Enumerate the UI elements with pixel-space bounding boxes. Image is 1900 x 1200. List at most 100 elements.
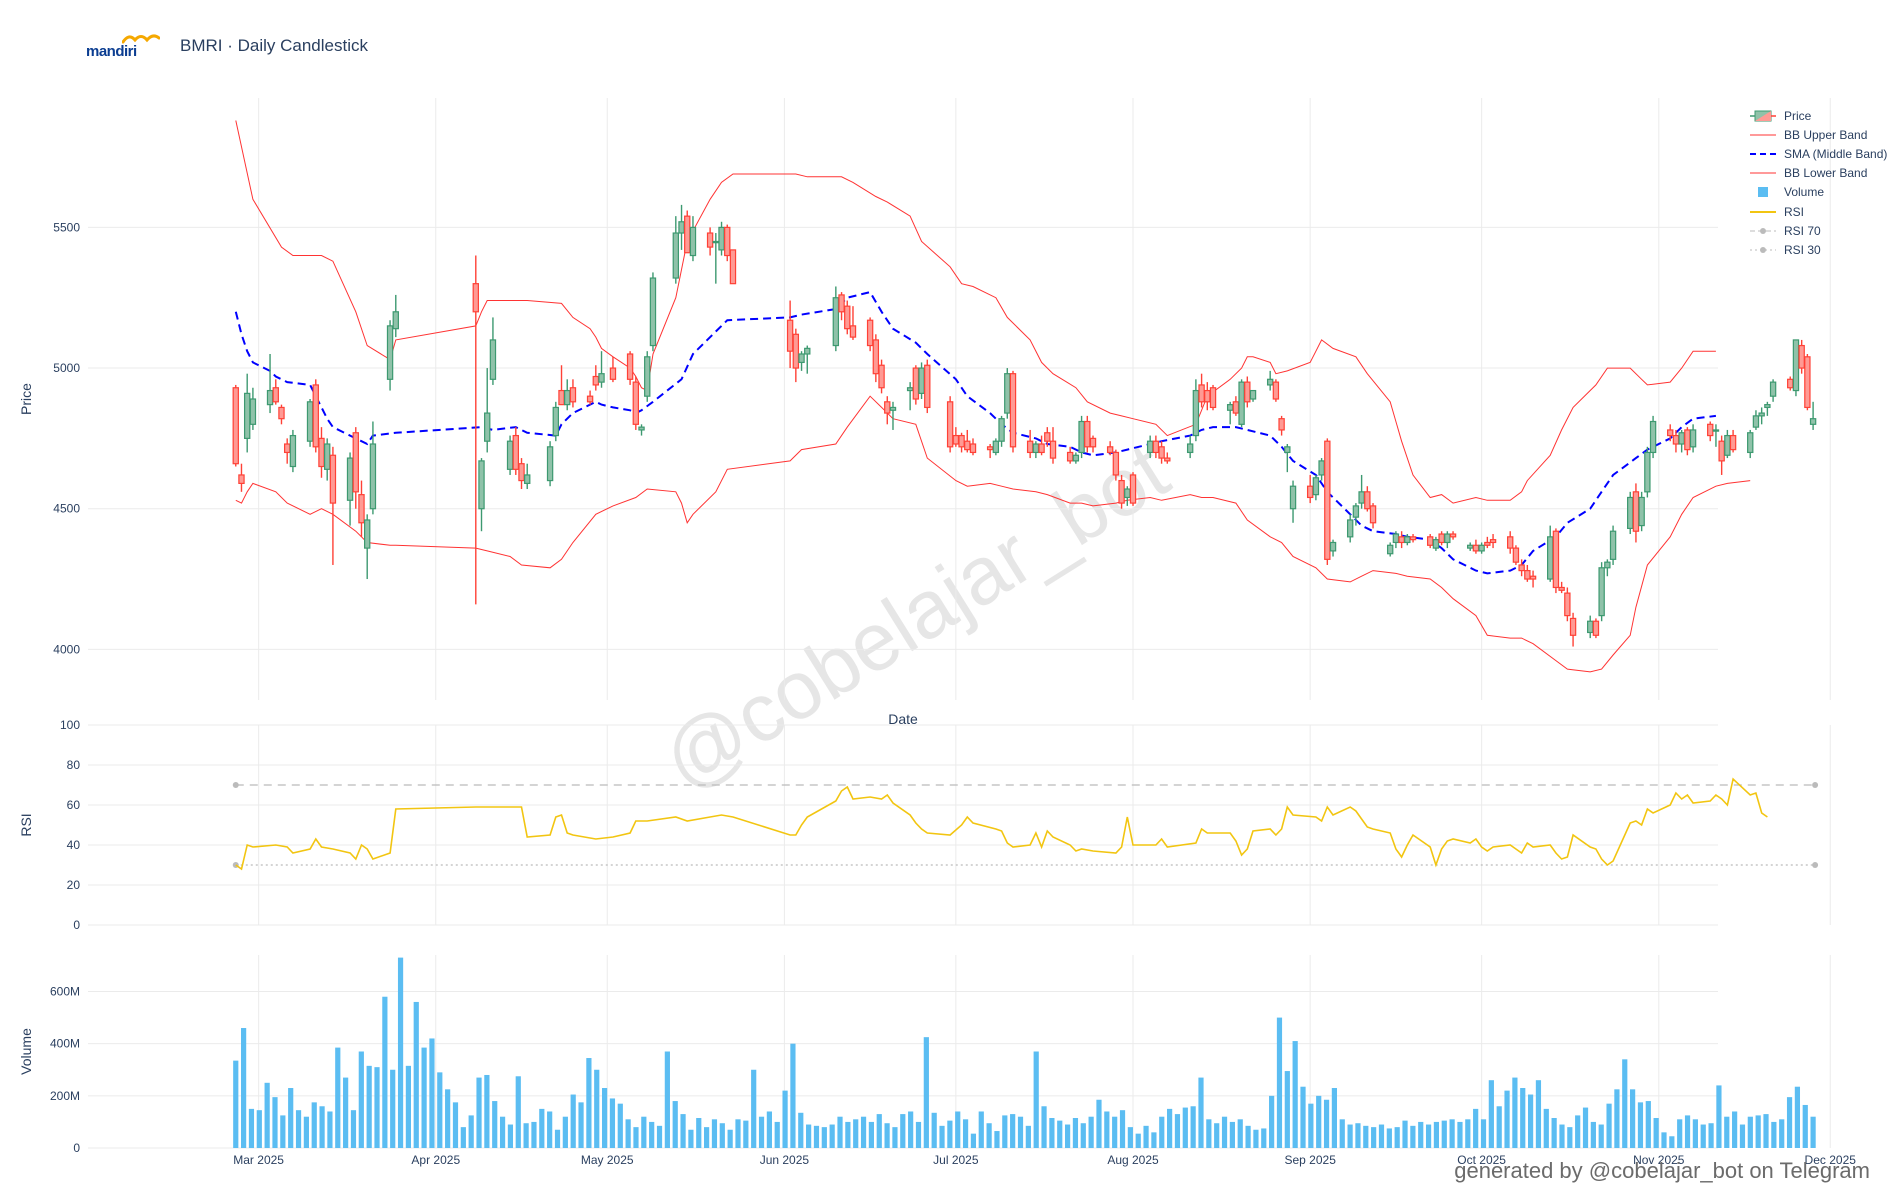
volume-bar [860,1116,867,1148]
candle [1118,474,1125,509]
rsi-y-tick-label: 100 [60,718,80,732]
candle-body [889,406,897,411]
candle-body [1747,432,1754,454]
volume-bar [295,1110,302,1148]
volume-bar [704,1127,710,1148]
candle [1192,379,1200,442]
volume-bar [1112,1116,1118,1148]
candle-body [1787,378,1794,389]
candle-body [1518,564,1525,572]
candle [906,382,914,411]
volume-bar [1261,1128,1267,1148]
volume-bar [782,1090,788,1148]
candle-body [1587,620,1594,634]
candle-body [844,305,851,330]
legend-item[interactable]: SMA (Middle Band) [1748,144,1887,163]
legend: Price BB Upper Band SMA (Middle Band) BB Lo… [1748,106,1887,260]
legend-item[interactable]: Volume [1748,183,1887,202]
volume-bar [578,1102,584,1148]
candle [1358,474,1365,509]
candle [1044,427,1051,447]
legend-item[interactable]: RSI 30 [1748,240,1887,259]
volume-bar [1669,1136,1675,1148]
candle-body [546,446,554,482]
candle [792,328,800,383]
legend-thin-red-line-icon [1750,134,1776,136]
candle-body [672,232,680,279]
legend-label: RSI 70 [1784,223,1821,238]
candle [1026,429,1034,459]
candle [729,249,737,285]
legend-item[interactable]: RSI 70 [1748,221,1887,240]
candle-body [1552,530,1560,589]
candle-body [626,353,634,380]
candle [1529,570,1537,588]
volume-bar [947,1120,953,1148]
candle-body [1507,536,1514,549]
candle [1524,564,1531,582]
candle [1644,446,1651,498]
candle [364,514,371,580]
volume-bar [1072,1118,1079,1148]
candle [1724,429,1731,459]
candle-body [1764,404,1771,409]
candle [312,379,319,453]
candle [1667,424,1674,442]
x-tick-label: Jun 2025 [760,1153,810,1167]
volume-bar [445,1089,451,1148]
bb-upper-band [235,120,1716,504]
candle-body [952,434,960,445]
volume-bar [397,957,404,1148]
volume-bar [460,1127,466,1148]
candle-body [884,401,891,414]
x-tick-label: Apr 2025 [411,1153,460,1167]
legend-item[interactable]: BB Upper Band [1748,125,1887,144]
volume-bar [719,1123,725,1148]
price-axis-title: Price [18,383,34,415]
volume-axis-title: Volume [18,1028,34,1075]
candle [1209,384,1217,411]
candle [718,221,725,256]
volume-bar [1567,1127,1573,1148]
legend-item[interactable]: BB Lower Band [1748,164,1887,183]
volume-bar [1763,1114,1769,1148]
volume-bar [774,1121,780,1148]
candle-body [1386,544,1394,555]
candle [724,224,731,262]
volume-bar [1512,1077,1518,1148]
candle [1798,339,1805,374]
volume-bar [798,1112,804,1148]
candle [878,359,885,394]
candle [386,320,394,391]
volume-bar [1206,1119,1212,1148]
candle [1484,536,1491,549]
candle-body [1089,437,1097,448]
candle [1558,581,1565,594]
candle [1164,452,1171,464]
candle [1712,424,1720,447]
rsi-line [235,777,1768,871]
legend-label: BB Upper Band [1784,127,1868,142]
candle [1707,421,1714,442]
candle-body [1278,418,1285,431]
candle-body [1209,387,1217,409]
candle [689,216,697,262]
candle [1244,376,1251,408]
header: mandiri BMRI · Daily Candlestick [86,28,368,64]
legend-item[interactable]: RSI [1748,202,1887,221]
volume-bar [1630,1089,1636,1148]
candle [1609,525,1617,565]
candle-body [1432,539,1440,549]
legend-item[interactable]: Price [1748,106,1887,125]
legend-yellow-line-icon [1750,210,1776,213]
candle-body [1152,440,1160,454]
candle [1718,435,1725,475]
candle-body [1066,451,1074,462]
volume-bar [248,1108,255,1148]
candle-body [238,474,245,484]
candle [1809,401,1817,430]
candle [918,362,925,399]
volume-bar [1104,1111,1110,1148]
x-tick-label: Sep 2025 [1284,1153,1336,1167]
candle [1324,438,1331,565]
